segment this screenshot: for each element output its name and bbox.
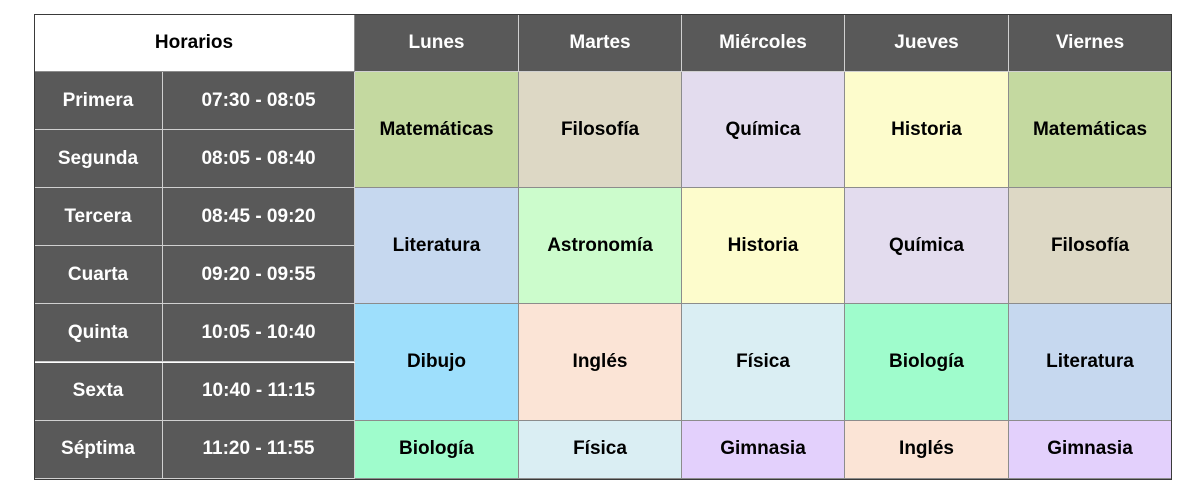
subject-cell: Química xyxy=(845,188,1009,305)
subject-cell: Literatura xyxy=(355,188,519,305)
day-header: Miércoles xyxy=(682,14,845,72)
period-time: 08:45 - 09:20 xyxy=(163,188,355,247)
period-name: Sexta xyxy=(34,362,163,421)
period-name: Cuarta xyxy=(34,246,163,305)
day-header: Lunes xyxy=(355,14,519,72)
subject-cell: Biología xyxy=(845,304,1009,421)
subject-cell: Historia xyxy=(682,188,845,305)
subject-cell: Dibujo xyxy=(355,304,519,421)
day-header: Viernes xyxy=(1009,14,1172,72)
subject-cell: Inglés xyxy=(519,304,682,421)
subject-cell: Inglés xyxy=(845,420,1009,479)
period-time: 11:20 - 11:55 xyxy=(163,420,355,479)
subject-cell: Literatura xyxy=(1009,304,1172,421)
subject-cell: Filosofía xyxy=(519,72,682,189)
subject-cell: Física xyxy=(519,420,682,479)
subject-cell: Historia xyxy=(845,72,1009,189)
subject-cell: Gimnasia xyxy=(1009,420,1172,479)
table-title: Horarios xyxy=(34,14,355,72)
subject-cell: Astronomía xyxy=(519,188,682,305)
subject-cell: Biología xyxy=(355,420,519,479)
period-name: Primera xyxy=(34,72,163,131)
day-header: Jueves xyxy=(845,14,1009,72)
period-name: Tercera xyxy=(34,188,163,247)
day-header: Martes xyxy=(519,14,682,72)
period-name: Séptima xyxy=(34,420,163,479)
period-time: 07:30 - 08:05 xyxy=(163,72,355,131)
subject-cell: Gimnasia xyxy=(682,420,845,479)
period-time: 10:05 - 10:40 xyxy=(163,304,355,363)
period-name: Segunda xyxy=(34,130,163,189)
subject-cell: Matemáticas xyxy=(1009,72,1172,189)
subject-cell: Matemáticas xyxy=(355,72,519,189)
subject-cell: Química xyxy=(682,72,845,189)
period-time: 09:20 - 09:55 xyxy=(163,246,355,305)
period-name: Quinta xyxy=(34,304,163,363)
subject-cell: Filosofía xyxy=(1009,188,1172,305)
subject-cell: Física xyxy=(682,304,845,421)
period-time: 08:05 - 08:40 xyxy=(163,130,355,189)
period-time: 10:40 - 11:15 xyxy=(163,362,355,421)
